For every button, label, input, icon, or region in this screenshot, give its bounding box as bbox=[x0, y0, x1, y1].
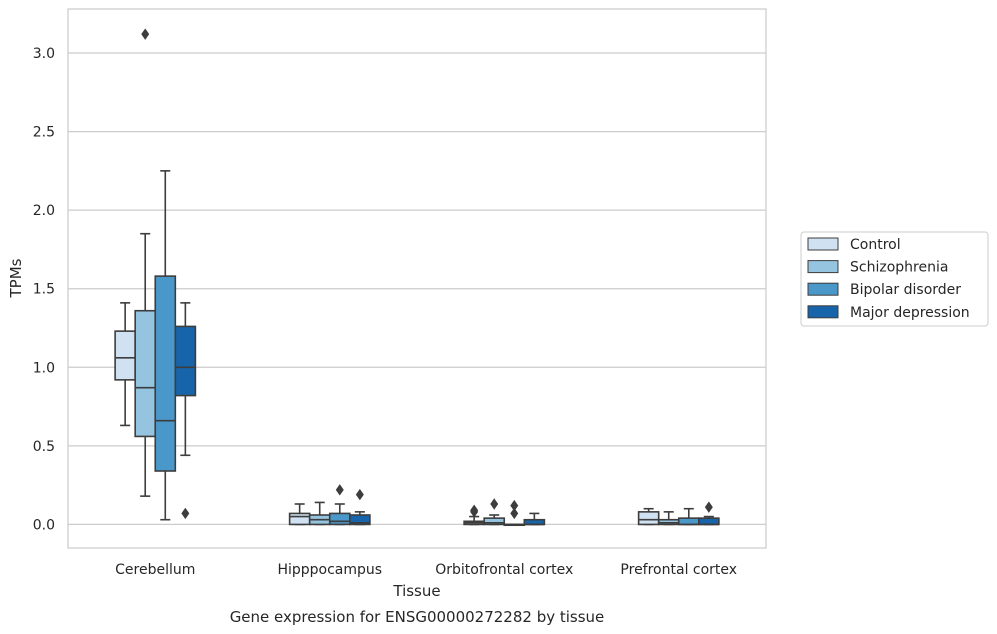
box-major-depression bbox=[698, 501, 720, 526]
legend-label: Schizophrenia bbox=[850, 260, 948, 276]
legend-swatch bbox=[807, 237, 839, 251]
y-tick-label: 0.0 bbox=[33, 517, 55, 533]
outlier-point bbox=[141, 28, 150, 40]
box-bipolar-disorder bbox=[503, 499, 526, 527]
x-axis-title: Tissue bbox=[392, 582, 440, 600]
box-iqr bbox=[134, 309, 157, 438]
outlier-point bbox=[510, 507, 519, 520]
outlier-point bbox=[335, 484, 344, 496]
legend-swatch bbox=[807, 260, 839, 274]
plot-frame bbox=[67, 8, 767, 549]
box-iqr bbox=[677, 517, 700, 526]
outlier-point bbox=[181, 507, 190, 520]
box-major-depression bbox=[174, 302, 197, 520]
box-bipolar-disorder bbox=[154, 170, 177, 521]
box-iqr bbox=[154, 275, 177, 472]
y-axis-title: TPMs bbox=[7, 258, 25, 298]
box-iqr bbox=[174, 325, 197, 397]
plot-background bbox=[68, 9, 766, 548]
box-iqr bbox=[637, 511, 660, 526]
legend-swatch bbox=[807, 305, 839, 319]
box-iqr bbox=[483, 517, 506, 526]
y-tick-label: 3.0 bbox=[33, 46, 55, 62]
x-tick-label: Cerebellum bbox=[115, 562, 195, 578]
x-tick-label: Hipppocampus bbox=[277, 562, 382, 578]
y-tick-label: 1.0 bbox=[33, 360, 55, 376]
box-schizophrenia bbox=[657, 511, 680, 526]
y-tick-labels: 0.0 0.5 1.0 1.5 2.0 2.5 3.0 bbox=[33, 46, 55, 533]
x-tick-label: Prefrontal cortex bbox=[620, 562, 737, 578]
box-iqr bbox=[349, 514, 371, 526]
legend-label: Control bbox=[850, 237, 901, 253]
y-tick-label: 2.0 bbox=[33, 203, 55, 219]
x-tick-labels: Cerebellum Hipppocampus Orbitofrontal cort… bbox=[115, 562, 737, 578]
box-control bbox=[463, 504, 485, 526]
x-tick-label: Orbitofrontal cortex bbox=[435, 562, 573, 578]
legend-label: Major depression bbox=[850, 305, 970, 321]
box-major-depression bbox=[523, 512, 546, 526]
y-tick-label: 1.5 bbox=[33, 282, 55, 298]
outlier-point bbox=[470, 504, 479, 516]
box-iqr bbox=[328, 512, 351, 526]
legend-items: Control Schizophrenia Bipolar disorder Majo… bbox=[807, 237, 970, 321]
outlier-point bbox=[510, 499, 519, 512]
box-schizophrenia bbox=[483, 498, 506, 526]
legend: Control Schizophrenia Bipolar disorder Majo… bbox=[800, 231, 989, 327]
legend-label: Bipolar disorder bbox=[850, 282, 961, 298]
y-tick-label: 2.5 bbox=[33, 125, 55, 141]
box-iqr bbox=[698, 517, 720, 526]
box-control bbox=[114, 302, 136, 427]
outlier-point bbox=[490, 498, 499, 510]
box-major-depression bbox=[349, 488, 371, 526]
box-iqr bbox=[288, 512, 311, 526]
box-iqr bbox=[114, 330, 136, 381]
outlier-point bbox=[355, 488, 364, 501]
y-tick-label: 0.5 bbox=[33, 439, 55, 455]
legend-swatch bbox=[807, 282, 839, 296]
box-control bbox=[637, 507, 660, 526]
chart-caption: Gene expression for ENSG00000272282 by t… bbox=[230, 608, 605, 626]
outlier-point bbox=[704, 501, 713, 513]
legend-frame bbox=[800, 231, 989, 327]
boxes bbox=[114, 28, 720, 527]
